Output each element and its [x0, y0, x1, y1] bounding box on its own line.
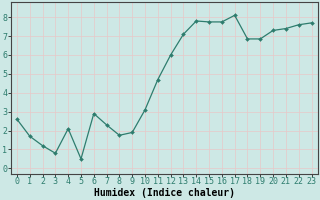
X-axis label: Humidex (Indice chaleur): Humidex (Indice chaleur)	[94, 188, 235, 198]
